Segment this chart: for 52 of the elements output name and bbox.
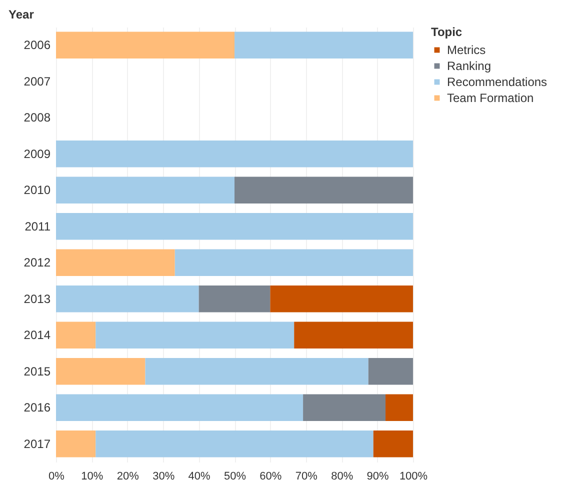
bar bbox=[303, 394, 386, 422]
bar bbox=[56, 176, 234, 204]
bar bbox=[56, 140, 413, 168]
y-tick-label: 2011 bbox=[24, 219, 51, 234]
x-tick-label: 100% bbox=[399, 470, 428, 482]
bar bbox=[56, 249, 175, 276]
bar bbox=[270, 285, 413, 312]
y-tick-label: 2008 bbox=[24, 110, 51, 125]
legend-label: Recommendations bbox=[447, 75, 548, 89]
bar bbox=[56, 285, 199, 312]
legend-label: Team Formation bbox=[447, 91, 534, 105]
bar bbox=[234, 176, 413, 204]
bar bbox=[174, 249, 413, 276]
y-tick-label: 2017 bbox=[24, 436, 51, 451]
legend-label: Ranking bbox=[447, 59, 492, 73]
y-tick-label: 2013 bbox=[24, 292, 51, 306]
legend-title: Topic bbox=[431, 25, 462, 39]
y-tick-label: 2012 bbox=[24, 256, 51, 270]
bar bbox=[56, 32, 234, 59]
bar bbox=[96, 322, 294, 349]
bar bbox=[373, 430, 413, 458]
x-tick-label: 50% bbox=[224, 470, 246, 482]
y-tick-label: 2007 bbox=[24, 74, 51, 88]
bar bbox=[234, 32, 413, 59]
bar bbox=[145, 358, 368, 385]
bar bbox=[368, 358, 413, 385]
x-tick-label: 90% bbox=[366, 470, 390, 482]
y-tick-label: 2009 bbox=[24, 146, 51, 161]
x-tick-label: 0% bbox=[48, 470, 65, 482]
bar bbox=[56, 394, 304, 422]
y-tick-label: 2015 bbox=[24, 364, 51, 378]
x-tick-label: 10% bbox=[81, 470, 104, 482]
bar bbox=[386, 394, 413, 422]
bar bbox=[56, 322, 96, 349]
x-tick-label: 20% bbox=[116, 470, 140, 482]
bar bbox=[294, 322, 413, 349]
y-tick-label: 2006 bbox=[24, 38, 51, 52]
bar bbox=[96, 430, 374, 458]
x-tick-label: 70% bbox=[295, 470, 318, 482]
x-tick-label: 30% bbox=[152, 470, 175, 482]
x-tick-label: 60% bbox=[260, 470, 282, 482]
legend-label: Metrics bbox=[447, 43, 486, 57]
x-tick-label: 80% bbox=[331, 470, 354, 482]
x-tick-label: 40% bbox=[188, 470, 211, 482]
bar bbox=[56, 430, 96, 458]
y-axis-title: Year bbox=[8, 8, 34, 22]
y-tick-label: 2010 bbox=[24, 183, 51, 198]
y-tick-label: 2014 bbox=[24, 328, 51, 342]
bar bbox=[56, 212, 413, 240]
bar bbox=[198, 285, 270, 312]
bar bbox=[56, 358, 146, 385]
y-tick-label: 2016 bbox=[24, 400, 51, 415]
